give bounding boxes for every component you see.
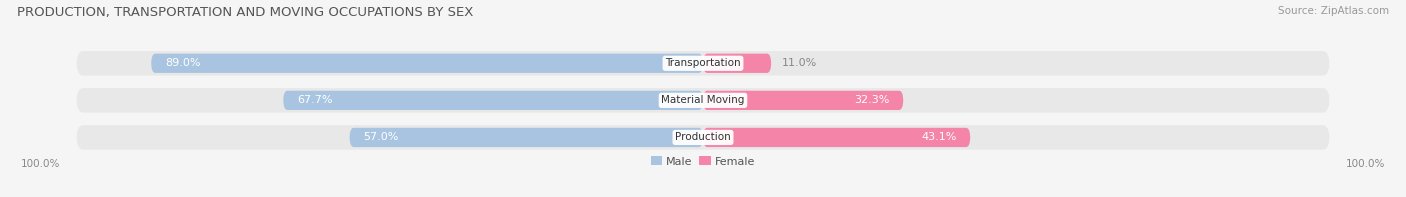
- Text: 57.0%: 57.0%: [363, 132, 399, 142]
- Legend: Male, Female: Male, Female: [647, 152, 759, 171]
- Text: Production: Production: [675, 132, 731, 142]
- FancyBboxPatch shape: [703, 91, 903, 110]
- FancyBboxPatch shape: [350, 128, 703, 147]
- Text: PRODUCTION, TRANSPORTATION AND MOVING OCCUPATIONS BY SEX: PRODUCTION, TRANSPORTATION AND MOVING OC…: [17, 6, 474, 19]
- Text: 43.1%: 43.1%: [921, 132, 956, 142]
- FancyBboxPatch shape: [76, 125, 1330, 150]
- Text: 11.0%: 11.0%: [782, 58, 817, 68]
- Text: Source: ZipAtlas.com: Source: ZipAtlas.com: [1278, 6, 1389, 16]
- Text: Transportation: Transportation: [665, 58, 741, 68]
- Text: Material Moving: Material Moving: [661, 95, 745, 105]
- FancyBboxPatch shape: [76, 88, 1330, 113]
- FancyBboxPatch shape: [703, 54, 772, 73]
- Text: 89.0%: 89.0%: [165, 58, 201, 68]
- Text: 100.0%: 100.0%: [21, 159, 60, 169]
- Text: 32.3%: 32.3%: [853, 95, 890, 105]
- FancyBboxPatch shape: [703, 128, 970, 147]
- FancyBboxPatch shape: [152, 54, 703, 73]
- FancyBboxPatch shape: [76, 51, 1330, 75]
- Text: 67.7%: 67.7%: [297, 95, 332, 105]
- Text: 100.0%: 100.0%: [1346, 159, 1385, 169]
- FancyBboxPatch shape: [283, 91, 703, 110]
